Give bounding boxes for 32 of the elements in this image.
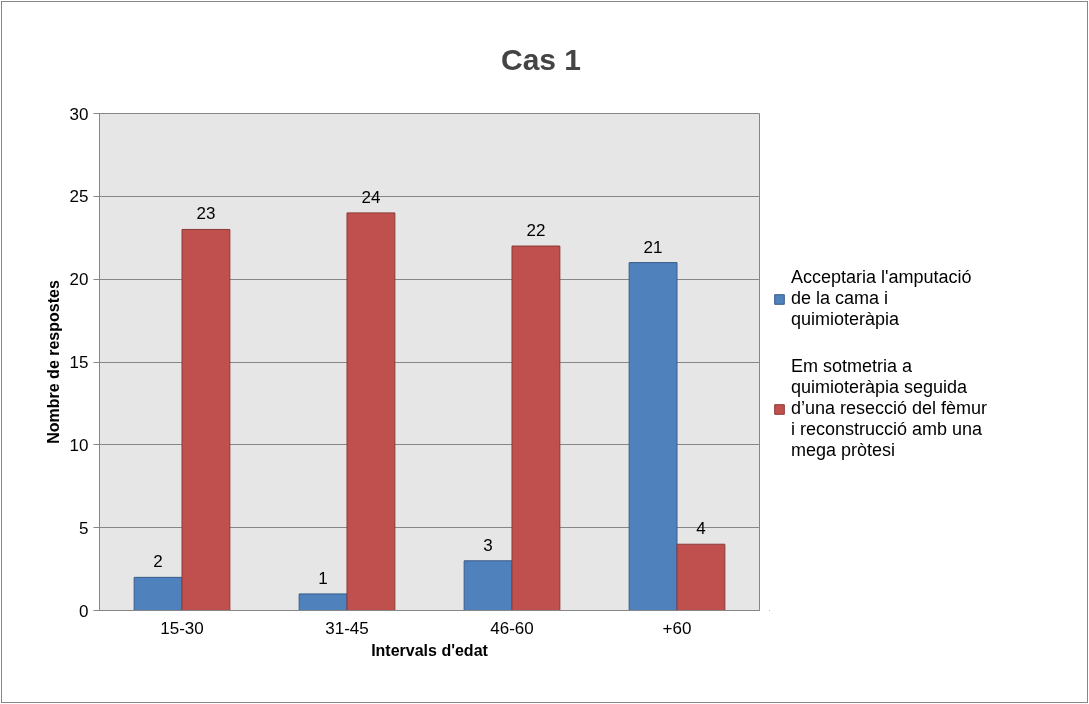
data-label: 1 (318, 568, 328, 588)
bar (676, 543, 726, 611)
data-label: 22 (526, 221, 546, 241)
y-tick-label: 0 (79, 601, 89, 621)
x-tick-label: 31-45 (325, 618, 369, 638)
x-tick-label: +60 (662, 618, 692, 638)
bar (346, 212, 396, 611)
y-tick-label: 20 (69, 270, 89, 290)
y-tick-label: 10 (69, 435, 89, 455)
data-label: 24 (361, 187, 381, 207)
legend-label: Acceptaria l'amputació de la cama i quimioteràpia (791, 267, 972, 330)
bar (133, 576, 183, 611)
y-tick-label: 5 (79, 518, 89, 538)
data-label: 4 (696, 519, 706, 539)
x-axis-title: Intervals d'edat (371, 641, 489, 659)
chart-title: Cas 1 (501, 42, 582, 76)
y-tick-label: 25 (69, 187, 89, 207)
bar (628, 262, 678, 611)
data-label: 23 (196, 204, 216, 224)
y-tick-label: 30 (69, 104, 89, 124)
y-tick-label: 15 (69, 353, 89, 372)
y-axis-title: Nombre de respostes (44, 280, 62, 444)
x-tick-label: 15-30 (160, 618, 204, 638)
x-tick-label: 46-60 (490, 618, 534, 638)
data-label: 3 (483, 535, 493, 555)
legend-label: Em sotmetria a quimioteràpia seguida d’una resecció del fèmur i reconstrucció amb una mega pròtesi (791, 356, 988, 461)
data-label: 2 (153, 552, 163, 572)
data-label: 21 (643, 237, 663, 257)
bar (181, 228, 231, 611)
bar (463, 560, 513, 611)
bar (298, 593, 348, 611)
bar (511, 245, 561, 611)
